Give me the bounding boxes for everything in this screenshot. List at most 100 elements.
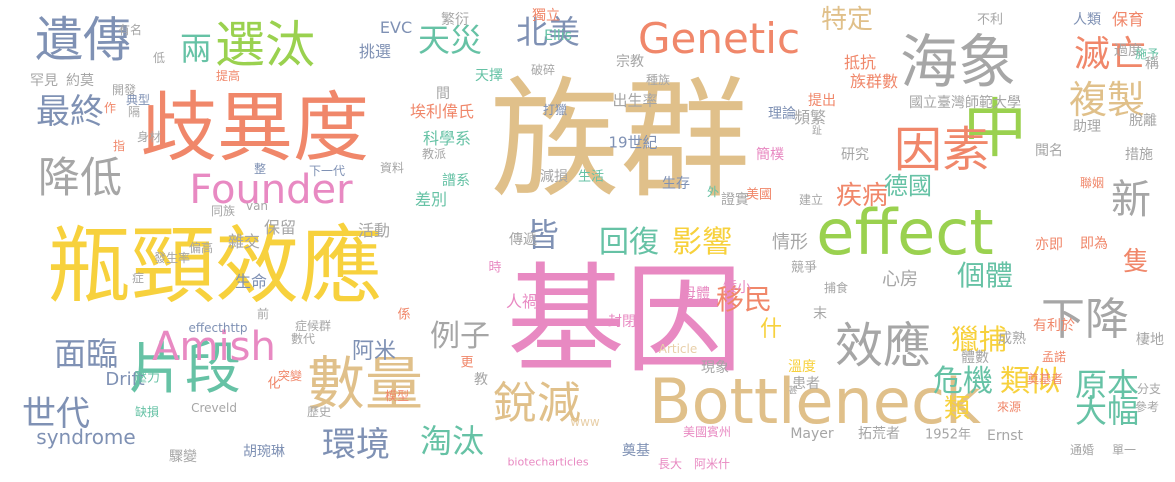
cloud-word: 中 [963, 93, 1027, 167]
cloud-word: 發生率 [153, 251, 191, 265]
cloud-word: 保留 [263, 218, 297, 237]
cloud-word: 天災 [417, 21, 483, 59]
cloud-word: 低 [152, 51, 166, 65]
cloud-word: 生命 [234, 272, 268, 291]
cloud-word: 溫度 [788, 359, 816, 375]
cloud-word: 提高 [215, 69, 241, 83]
cloud-word: 歧異度 [141, 83, 369, 172]
cloud-word: 銳減 [493, 378, 581, 429]
cloud-word: 時 [488, 260, 502, 276]
cloud-word: 原本 [1074, 366, 1140, 404]
cloud-word: 胡琬琳 [243, 444, 285, 460]
cloud-word: 即為 [1080, 236, 1108, 252]
cloud-word: 基因 [506, 251, 744, 389]
cloud-word: 疾病 [835, 181, 889, 211]
cloud-word: 埃利偉氏 [409, 102, 475, 121]
cloud-word: 隔 [127, 105, 141, 119]
cloud-word: 瓶頸效應 [46, 217, 384, 315]
cloud-word: 研究 [841, 147, 869, 163]
cloud-word: 大幅 [1074, 392, 1140, 430]
cloud-word: 抵抗 [843, 53, 877, 72]
cloud-word: 類 [943, 394, 971, 424]
cloud-word: 拓荒者 [858, 426, 900, 442]
cloud-word: 效應 [834, 318, 932, 374]
cloud-word: 情形 [772, 232, 808, 253]
cloud-word: 滅亡 [1073, 34, 1147, 75]
cloud-word: 助理 [1073, 119, 1101, 135]
cloud-word: Mayer [790, 426, 834, 442]
cloud-word: 症候群 [294, 319, 332, 333]
cloud-word: Genetic [637, 14, 801, 63]
cloud-word: 數代 [290, 332, 316, 346]
cloud-word: 突變 [277, 369, 303, 383]
cloud-word: 淘汰 [419, 422, 485, 460]
cloud-word: 措施 [1125, 147, 1153, 163]
cloud-word: 危機 [933, 364, 993, 399]
cloud-word: 阿米 [351, 339, 397, 364]
cloud-word: 係 [397, 307, 411, 323]
cloud-word: 甚 [788, 386, 798, 397]
cloud-word: 有利於 [1033, 318, 1075, 334]
cloud-word: 下降 [1041, 294, 1129, 345]
cloud-word: 下一代 [308, 164, 346, 178]
cloud-word: 簡樸 [756, 147, 784, 163]
cloud-word: Drift [105, 369, 145, 390]
cloud-word: 19世紀 [608, 133, 658, 152]
cloud-word: 分支 [1136, 382, 1162, 396]
cloud-word: 間 [436, 86, 450, 102]
cloud-word: 證實 [721, 192, 749, 208]
cloud-word: 保育 [1111, 10, 1145, 29]
cloud-word: 外 [706, 185, 720, 199]
cloud-word: Creveld [191, 401, 237, 415]
cloud-word: 回復 [599, 225, 659, 260]
cloud-word: 奠基者 [1026, 372, 1064, 386]
cloud-word: 宗教 [616, 54, 644, 70]
cloud-word: 出生率 [612, 91, 658, 110]
cloud-word: 特定 [820, 5, 874, 35]
cloud-word: 患者 [792, 376, 820, 392]
cloud-word: 孟諾 [1041, 350, 1067, 364]
cloud-word: 1952年 [924, 427, 972, 443]
cloud-word: 繁衍 [441, 12, 469, 28]
cloud-word: 單一 [1111, 443, 1137, 457]
cloud-word: 科學系 [422, 129, 472, 148]
cloud-word: 天擇 [475, 68, 503, 84]
cloud-word: 海象 [899, 28, 1017, 96]
cloud-word: 罕見 [30, 73, 58, 89]
cloud-word: 環境 [322, 425, 390, 465]
cloud-word: 封閉 [608, 314, 636, 330]
cloud-word: 獨立 [532, 8, 560, 24]
cloud-word: 同族 [210, 204, 236, 218]
cloud-word: 過度 [1114, 43, 1142, 59]
cloud-word: 末 [813, 306, 827, 322]
cloud-word: 數量 [306, 350, 424, 418]
cloud-word: 差別 [414, 190, 448, 209]
cloud-word: 來源 [996, 400, 1022, 414]
cloud-word: 壓力 [133, 370, 161, 386]
cloud-word: effecthttp [188, 321, 248, 335]
cloud-word: 整 [253, 162, 267, 176]
cloud-word: 理論 [768, 106, 796, 122]
cloud-word: 選汰 [215, 16, 315, 74]
cloud-word: 典型 [125, 93, 151, 107]
cloud-word: Founder [189, 167, 353, 213]
cloud-word: 提出 [808, 93, 836, 109]
cloud-word: 開發 [111, 83, 137, 97]
cloud-word: 母體 [682, 286, 710, 302]
cloud-word: 活動 [357, 221, 391, 240]
cloud-word: 亦即 [1035, 237, 1063, 253]
cloud-word: 新 [1111, 177, 1151, 223]
cloud-word: 傳遞 [509, 232, 537, 248]
cloud-word: 美國 [745, 187, 773, 203]
cloud-word: 奠基 [622, 443, 650, 459]
cloud-word: 有名 [117, 23, 143, 37]
cloud-word: 聞名 [1035, 143, 1063, 159]
cloud-word: van [245, 199, 269, 213]
cloud-word: 捕食 [823, 281, 849, 295]
cloud-word: 聯姻 [1079, 176, 1105, 190]
cloud-word: 資料 [379, 161, 405, 175]
cloud-word: 建立 [798, 193, 824, 207]
cloud-word: Amish [152, 324, 276, 370]
cloud-word: 種族 [645, 73, 671, 87]
cloud-word: 作 [103, 101, 117, 115]
